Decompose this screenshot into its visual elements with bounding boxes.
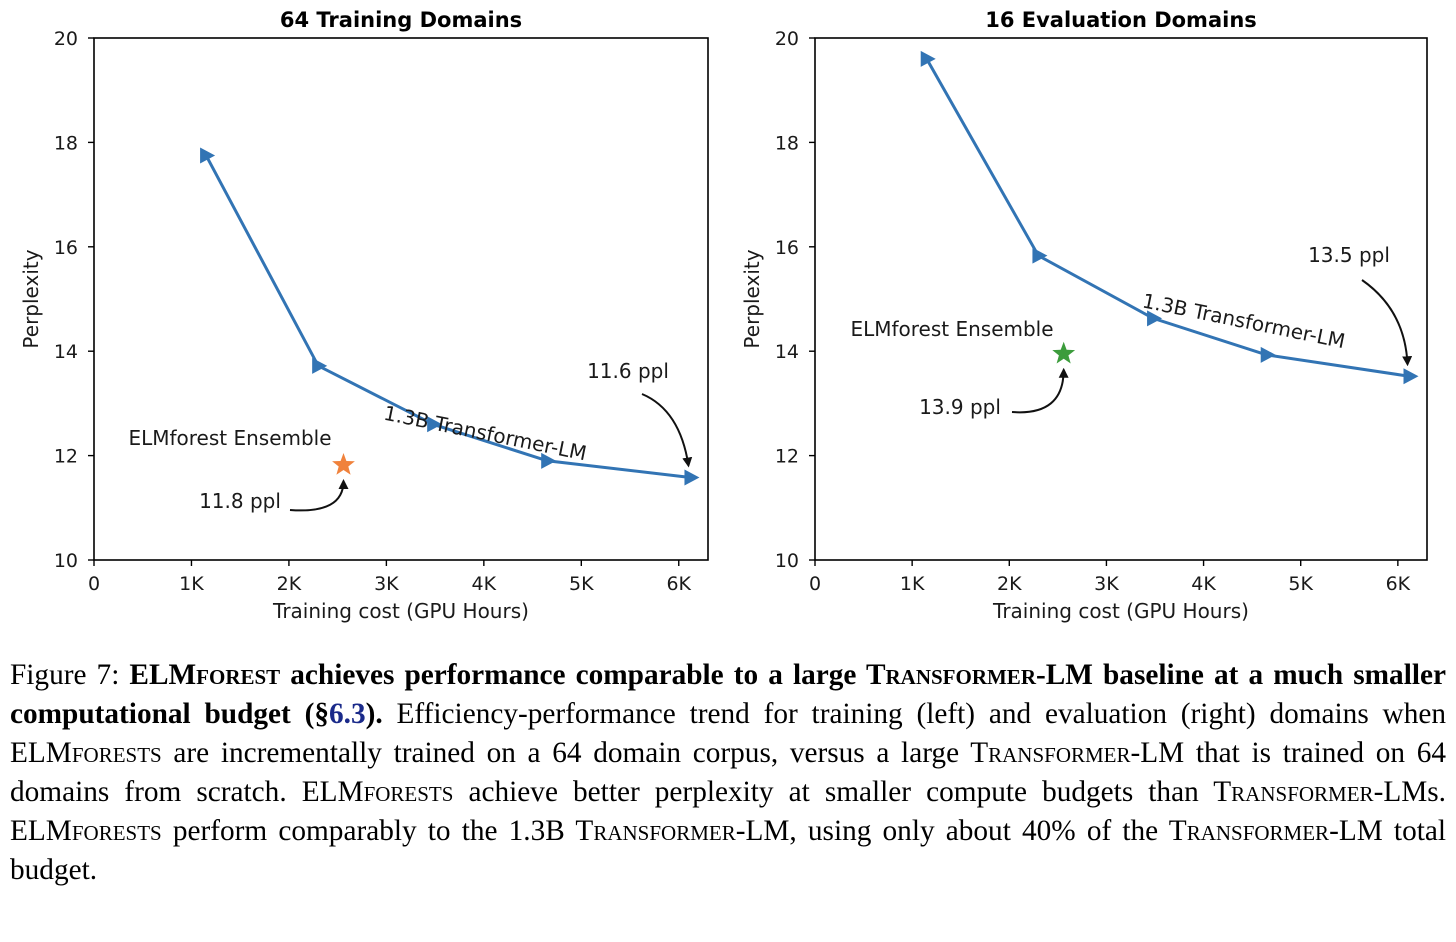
series-point-triangle (200, 147, 216, 164)
x-tick-label: 5K (569, 573, 594, 595)
ensemble-annotation: ELMforest Ensemble (128, 426, 331, 450)
y-tick-label: 10 (54, 550, 78, 572)
y-tick-label: 10 (775, 550, 799, 572)
series-annotation: 1.3B Transformer-LM (1140, 289, 1347, 354)
ensemble-annotation: ELMforest Ensemble (850, 317, 1053, 341)
end-value-arrow (1361, 279, 1413, 367)
end-value-arrow (641, 393, 693, 468)
chart-evaluation-domains: 16 Evaluation Domains 0 1K 2K 3K 4K 5K 6K 10 12 14… (740, 8, 1428, 623)
x-tick-label: 3K (1094, 573, 1119, 595)
y-tick-label: 12 (54, 446, 78, 468)
axes-frame (814, 37, 1428, 561)
x-tick-label: 3K (374, 573, 399, 595)
x-tick-label: 2K (997, 573, 1022, 595)
y-tick-label: 16 (54, 237, 78, 259)
y-tick-label: 20 (54, 28, 78, 50)
end-value-annotation: 11.6 ppl (587, 359, 669, 383)
chart-title: 64 Training Domains (280, 8, 522, 32)
ensemble-value-arrow (289, 478, 349, 512)
y-tick-label: 18 (54, 132, 78, 154)
y-tick-label: 20 (775, 28, 799, 50)
chart-title: 16 Evaluation Domains (985, 8, 1257, 32)
series-point-triangle (541, 452, 557, 469)
x-tick-label: 6K (666, 573, 691, 595)
y-tick-label: 14 (775, 341, 799, 363)
series-point-triangle (684, 469, 700, 486)
y-tick-label: 18 (775, 132, 799, 154)
x-tick-label: 0 (88, 573, 100, 595)
y-axis-label: Perplexity (740, 249, 764, 348)
x-tick-label: 6K (1386, 573, 1411, 595)
series-point-triangle (1260, 346, 1276, 363)
x-tick-label: 2K (277, 573, 302, 595)
x-tick-label: 4K (1191, 573, 1216, 595)
y-tick-label: 16 (775, 237, 799, 259)
x-axis-label: Training cost (GPU Hours) (272, 599, 529, 623)
x-tick-label: 1K (179, 573, 204, 595)
section-ref-link[interactable]: 6.3 (329, 698, 366, 730)
caption-bold: ELMforest achieves performance comparabl… (10, 659, 1446, 730)
ensemble-value-arrow (1011, 367, 1069, 414)
series-point-triangle (312, 357, 328, 374)
y-axis-label: Perplexity (19, 249, 43, 348)
series-point-triangle (1403, 368, 1419, 385)
series-point-triangle (920, 50, 936, 67)
ensemble-star-point (1052, 341, 1076, 364)
figure-caption: Figure 7: ELMforest achieves performance… (10, 659, 1446, 886)
x-tick-label: 0 (809, 573, 821, 595)
y-tick-label: 14 (54, 341, 78, 363)
axes-frame (93, 37, 709, 561)
series-point-triangle (427, 416, 443, 433)
chart-training-domains: 64 Training Domains 0 1K 2K 3K 4K 5K 6K 10 12 14 16… (19, 8, 709, 623)
series-point-triangle (1032, 247, 1048, 264)
ensemble-value-annotation: 11.8 ppl (199, 489, 281, 513)
y-tick-label: 12 (775, 446, 799, 468)
ensemble-star-point (332, 453, 355, 475)
x-axis-label: Training cost (GPU Hours) (992, 599, 1249, 623)
end-value-annotation: 13.5 ppl (1308, 243, 1390, 267)
x-tick-label: 5K (1288, 573, 1313, 595)
x-tick-label: 4K (472, 573, 497, 595)
caption-prefix: Figure 7: (10, 659, 130, 691)
series-point-triangle (1147, 310, 1163, 327)
x-tick-label: 1K (900, 573, 925, 595)
ensemble-value-annotation: 13.9 ppl (919, 395, 1001, 419)
series-annotation: 1.3B Transformer-LM (382, 401, 589, 466)
